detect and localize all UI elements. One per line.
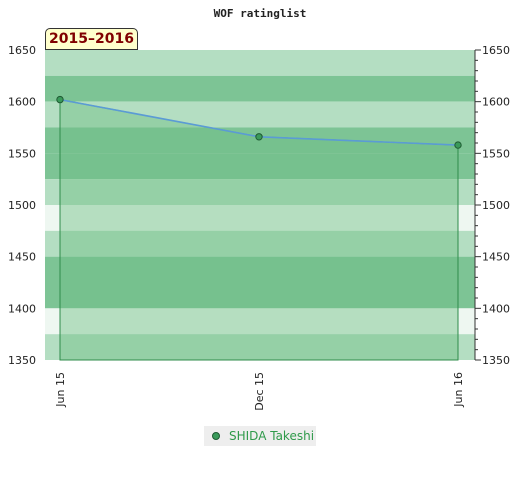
y-tick-label-left: 1550 [8,147,36,160]
y-tick-label-right: 1450 [482,251,510,264]
background-band [45,256,475,283]
y-tick-label-left: 1450 [8,251,36,264]
background-band [45,179,475,205]
y-tick-label-right: 1600 [482,96,510,109]
y-tick-label-right: 1550 [482,147,510,160]
background-band [45,334,475,360]
y-axis-right: 1350 1400 1450 1500 1550 1600 1650 [474,44,510,367]
background-band [45,127,475,154]
background-band [45,282,475,309]
x-tick-label: Jun 15 [54,372,67,408]
period-badge: 2015–2016 [45,28,138,50]
legend-marker-icon [212,432,220,440]
y-tick-label-left: 1350 [8,354,36,367]
y-tick-label-left: 1500 [8,199,36,212]
background-band [45,101,475,128]
background-band [45,50,475,76]
background-band [45,230,475,257]
plot-background-bands [45,50,475,360]
y-tick-label-right: 1500 [482,199,510,212]
series-shida-takeshi [56,95,462,361]
x-tick-label: Jun 16 [452,372,465,408]
legend[interactable]: SHIDA Takeshi [204,426,316,446]
data-point[interactable] [56,95,64,104]
data-point[interactable] [255,133,263,141]
y-tick-label-right: 1400 [482,302,510,315]
chart-title: WOF ratinglist [214,7,307,20]
y-tick-label-right: 1350 [482,354,510,367]
y-tick-label-left: 1600 [8,96,36,109]
legend-label: SHIDA Takeshi [229,429,315,443]
x-tick-label: Dec 15 [253,372,266,411]
y-tick-label-left: 1650 [8,44,36,57]
data-point[interactable] [454,141,462,149]
x-axis: Jun 15 Dec 15 Jun 16 [54,372,465,411]
background-band [45,308,475,335]
background-band [45,153,475,180]
background-band [45,205,475,231]
y-axis-left: 1350 1400 1450 1500 1550 1600 1650 [8,44,36,367]
background-band [45,75,475,102]
y-tick-label-right: 1650 [482,44,510,57]
y-tick-label-left: 1400 [8,302,36,315]
